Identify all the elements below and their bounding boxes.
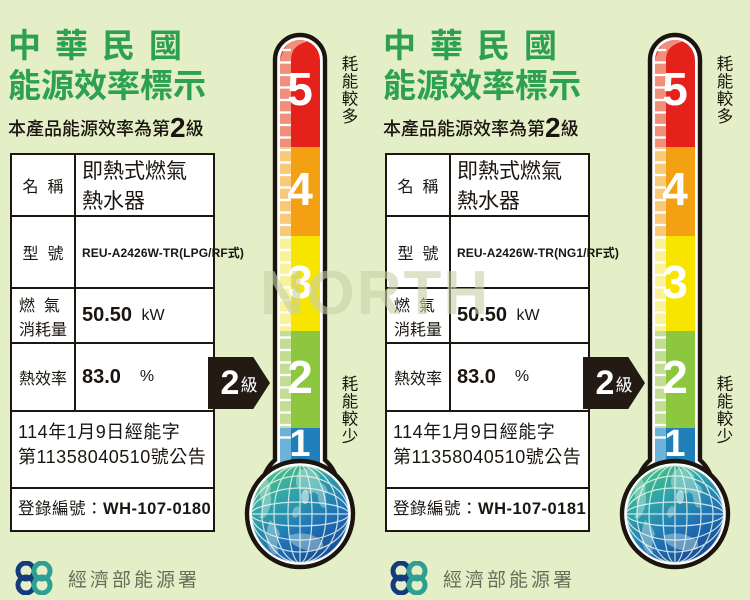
svg-text:2: 2: [287, 351, 313, 403]
svg-text:1: 1: [289, 423, 310, 465]
svg-text:2: 2: [662, 351, 688, 403]
svg-text:5: 5: [662, 63, 688, 115]
svg-text:1: 1: [664, 423, 685, 465]
svg-text:4: 4: [662, 163, 688, 215]
svg-text:4: 4: [287, 163, 313, 215]
svg-text:5: 5: [287, 63, 313, 115]
